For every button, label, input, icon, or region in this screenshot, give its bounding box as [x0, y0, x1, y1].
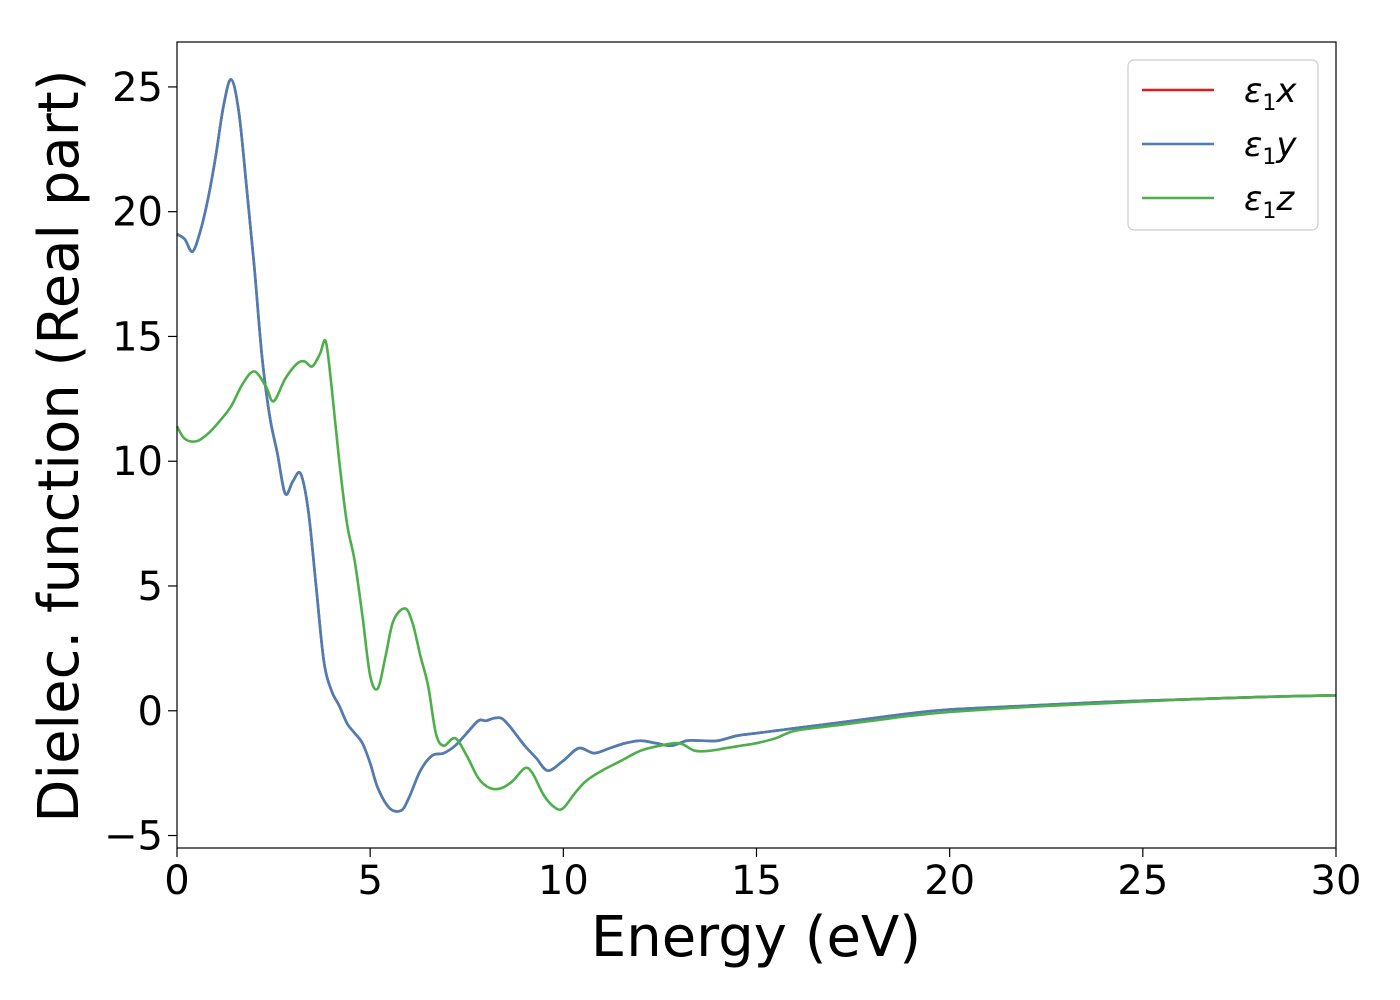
- y-tick-label: 20: [112, 190, 163, 236]
- y-tick-label: 15: [112, 314, 163, 360]
- x-tick-label: 10: [538, 858, 589, 904]
- y-tick-label: 5: [138, 564, 163, 610]
- x-tick-label: 30: [1311, 858, 1362, 904]
- legend-label-x: ε1x: [1244, 71, 1297, 116]
- legend-box: [1127, 59, 1319, 231]
- series-layer: [175, 78, 1337, 813]
- legend-label-y: ε1y: [1244, 125, 1297, 170]
- series-line-y: [176, 78, 1337, 813]
- y-tick-label: 0: [138, 689, 163, 735]
- x-tick-label: 15: [731, 858, 782, 904]
- legend: ε1x ε1y ε1z: [1127, 59, 1319, 231]
- y-axis-label: Dielec. function (Real part): [27, 69, 92, 822]
- x-axis-label: Energy (eV): [591, 905, 921, 970]
- y-axis: −5 0 5 10 15 20 25: [104, 65, 177, 860]
- x-axis: 0 5 10 15 20 25 30: [164, 848, 1361, 904]
- x-tick-label: 0: [164, 858, 189, 904]
- y-tick-label: −5: [104, 814, 163, 860]
- y-tick-label: 25: [112, 65, 163, 111]
- x-tick-label: 20: [924, 858, 975, 904]
- x-tick-label: 5: [357, 858, 382, 904]
- legend-label-z: ε1z: [1244, 179, 1295, 224]
- y-tick-label: 10: [112, 439, 163, 485]
- series-line-z: [175, 338, 1337, 812]
- x-tick-label: 25: [1117, 858, 1168, 904]
